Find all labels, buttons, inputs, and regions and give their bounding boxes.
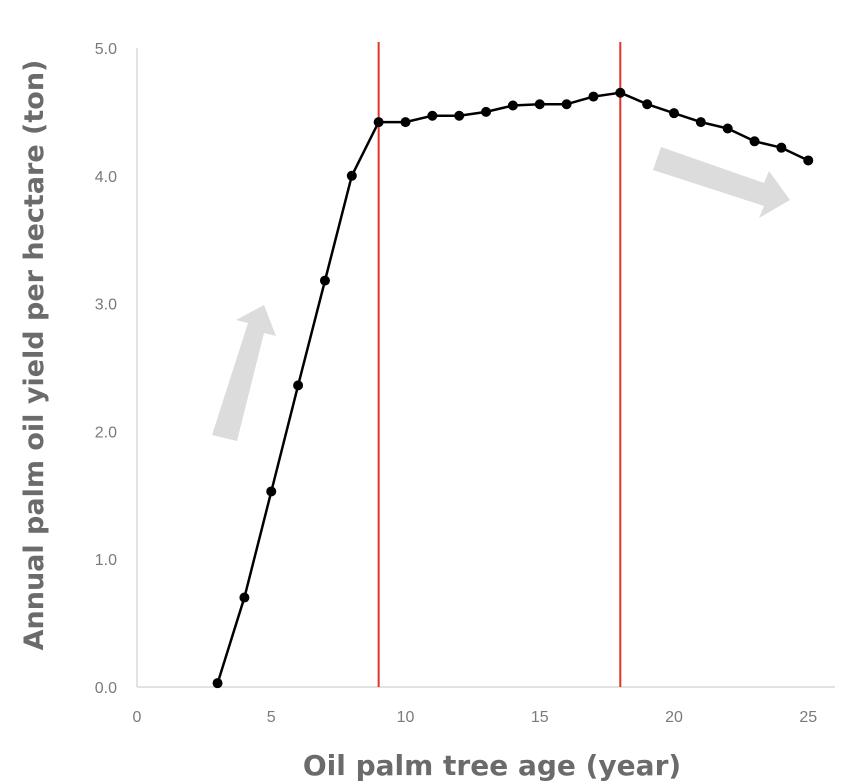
data-point bbox=[722, 123, 733, 134]
trend-arrows bbox=[212, 147, 790, 441]
data-point bbox=[454, 110, 465, 121]
x-tick-label: 0 bbox=[133, 709, 142, 726]
data-point bbox=[776, 142, 787, 153]
x-tick-label: 15 bbox=[531, 709, 549, 726]
data-point bbox=[695, 117, 706, 128]
data-point bbox=[642, 99, 653, 110]
data-point bbox=[266, 486, 277, 497]
x-tick-labels: 0 5 10 15 20 25 bbox=[133, 709, 818, 726]
x-tick-label: 20 bbox=[665, 709, 683, 726]
data-point bbox=[669, 108, 679, 119]
data-point bbox=[346, 170, 357, 181]
data-point bbox=[293, 380, 304, 391]
y-tick-labels: 0.0 1.0 2.0 3.0 4.0 5.0 bbox=[95, 41, 117, 697]
y-tick-label: 0.0 bbox=[95, 680, 117, 697]
y-tick-label: 4.0 bbox=[95, 169, 117, 186]
data-point bbox=[481, 106, 492, 117]
data-point bbox=[400, 117, 411, 128]
y-tick-label: 5.0 bbox=[95, 41, 117, 58]
y-tick-label: 1.0 bbox=[95, 552, 117, 569]
data-point bbox=[212, 678, 223, 689]
y-axis-title: Annual palm oil yield per hectare (ton) bbox=[19, 60, 50, 651]
data-point bbox=[749, 136, 760, 147]
data-point bbox=[507, 100, 518, 111]
x-tick-label: 10 bbox=[397, 709, 415, 726]
data-point bbox=[534, 99, 545, 110]
data-point bbox=[615, 87, 626, 98]
y-tick-label: 2.0 bbox=[95, 424, 117, 441]
data-point bbox=[319, 275, 330, 286]
series-yield bbox=[212, 87, 814, 689]
x-axis-title: Oil palm tree age (year) bbox=[303, 749, 681, 782]
data-point bbox=[803, 155, 814, 166]
data-point bbox=[427, 110, 438, 121]
data-point bbox=[239, 592, 250, 603]
x-tick-label: 5 bbox=[267, 709, 276, 726]
trend-arrow-up bbox=[212, 305, 276, 441]
data-point bbox=[588, 91, 599, 102]
y-tick-label: 3.0 bbox=[95, 297, 117, 314]
reference-lines bbox=[377, 42, 622, 687]
trend-arrow-down bbox=[653, 147, 790, 218]
data-point bbox=[373, 117, 384, 128]
x-tick-label: 25 bbox=[799, 709, 817, 726]
data-point bbox=[561, 99, 572, 110]
axes bbox=[136, 48, 835, 688]
